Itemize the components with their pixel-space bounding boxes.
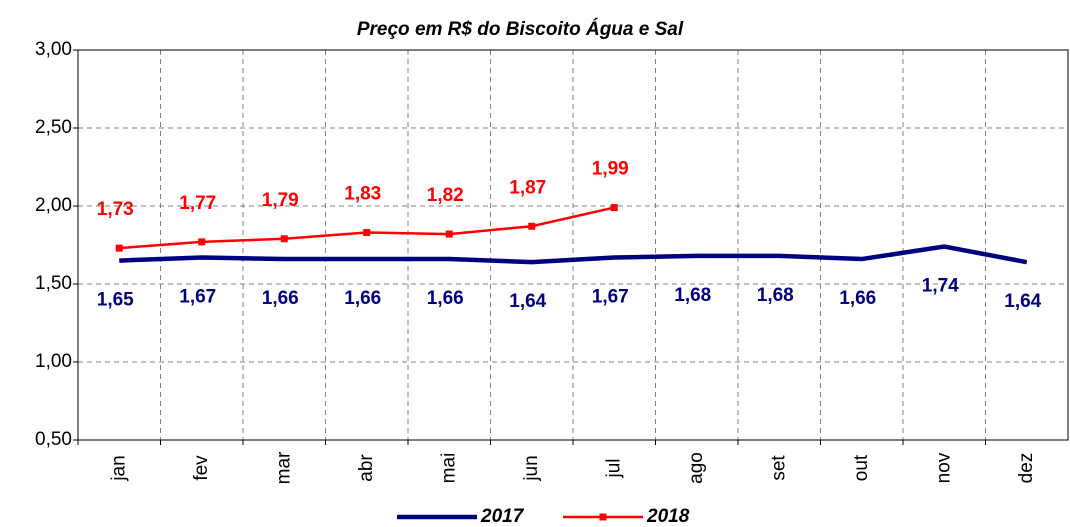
value-label: 1,66 (344, 288, 381, 309)
value-label: 1,66 (839, 288, 876, 309)
marker (280, 235, 288, 243)
y-tick-label: 1,50 (35, 273, 72, 294)
value-label: 1,68 (674, 285, 711, 306)
legend-label: 2017 (480, 506, 525, 527)
value-label: 1,87 (509, 177, 546, 198)
x-tick-label: jul (603, 458, 624, 478)
value-label: 1,68 (757, 285, 794, 306)
marker (363, 229, 371, 237)
value-label: 1,66 (262, 288, 299, 309)
value-label: 1,74 (922, 276, 959, 297)
value-label: 1,83 (344, 184, 381, 205)
x-tick-label: mar (273, 451, 294, 484)
y-tick-label: 3,00 (35, 39, 72, 60)
y-tick-label: 2,00 (35, 195, 72, 216)
value-label: 1,77 (179, 193, 216, 214)
x-tick-label: abr (356, 454, 377, 482)
value-label: 1,67 (592, 286, 629, 307)
series-line (119, 244, 1028, 265)
x-tick-label: dez (1016, 453, 1037, 484)
marker (610, 204, 618, 212)
value-label: 1,64 (1004, 291, 1041, 312)
x-tick-label: jan (108, 455, 129, 481)
value-label: 1,67 (179, 286, 216, 307)
marker (445, 230, 453, 238)
y-tick-label: 0,50 (35, 429, 72, 450)
x-tick-label: out (851, 454, 872, 481)
x-tick-label: set (768, 455, 789, 481)
value-label: 1,64 (509, 291, 546, 312)
value-label: 1,73 (97, 199, 134, 220)
marker (528, 222, 536, 230)
value-label: 1,82 (427, 185, 464, 206)
chart-title: Preço em R$ do Biscoito Água e Sal (357, 18, 684, 40)
marker (115, 244, 123, 252)
x-tick-label: nov (933, 452, 954, 483)
x-tick-label: mai (438, 453, 459, 484)
value-label: 1,65 (97, 290, 134, 311)
x-tick-label: fev (191, 455, 212, 481)
legend-marker (599, 513, 607, 521)
legend-label: 2018 (646, 506, 690, 527)
marker (198, 238, 206, 246)
x-tick-label: jun (521, 455, 542, 481)
y-tick-label: 2,50 (35, 117, 72, 138)
y-tick-label: 1,00 (35, 351, 72, 372)
value-label: 1,79 (262, 190, 299, 211)
value-label: 1,99 (592, 159, 629, 180)
value-label: 1,66 (427, 288, 464, 309)
x-tick-label: ago (686, 452, 707, 484)
